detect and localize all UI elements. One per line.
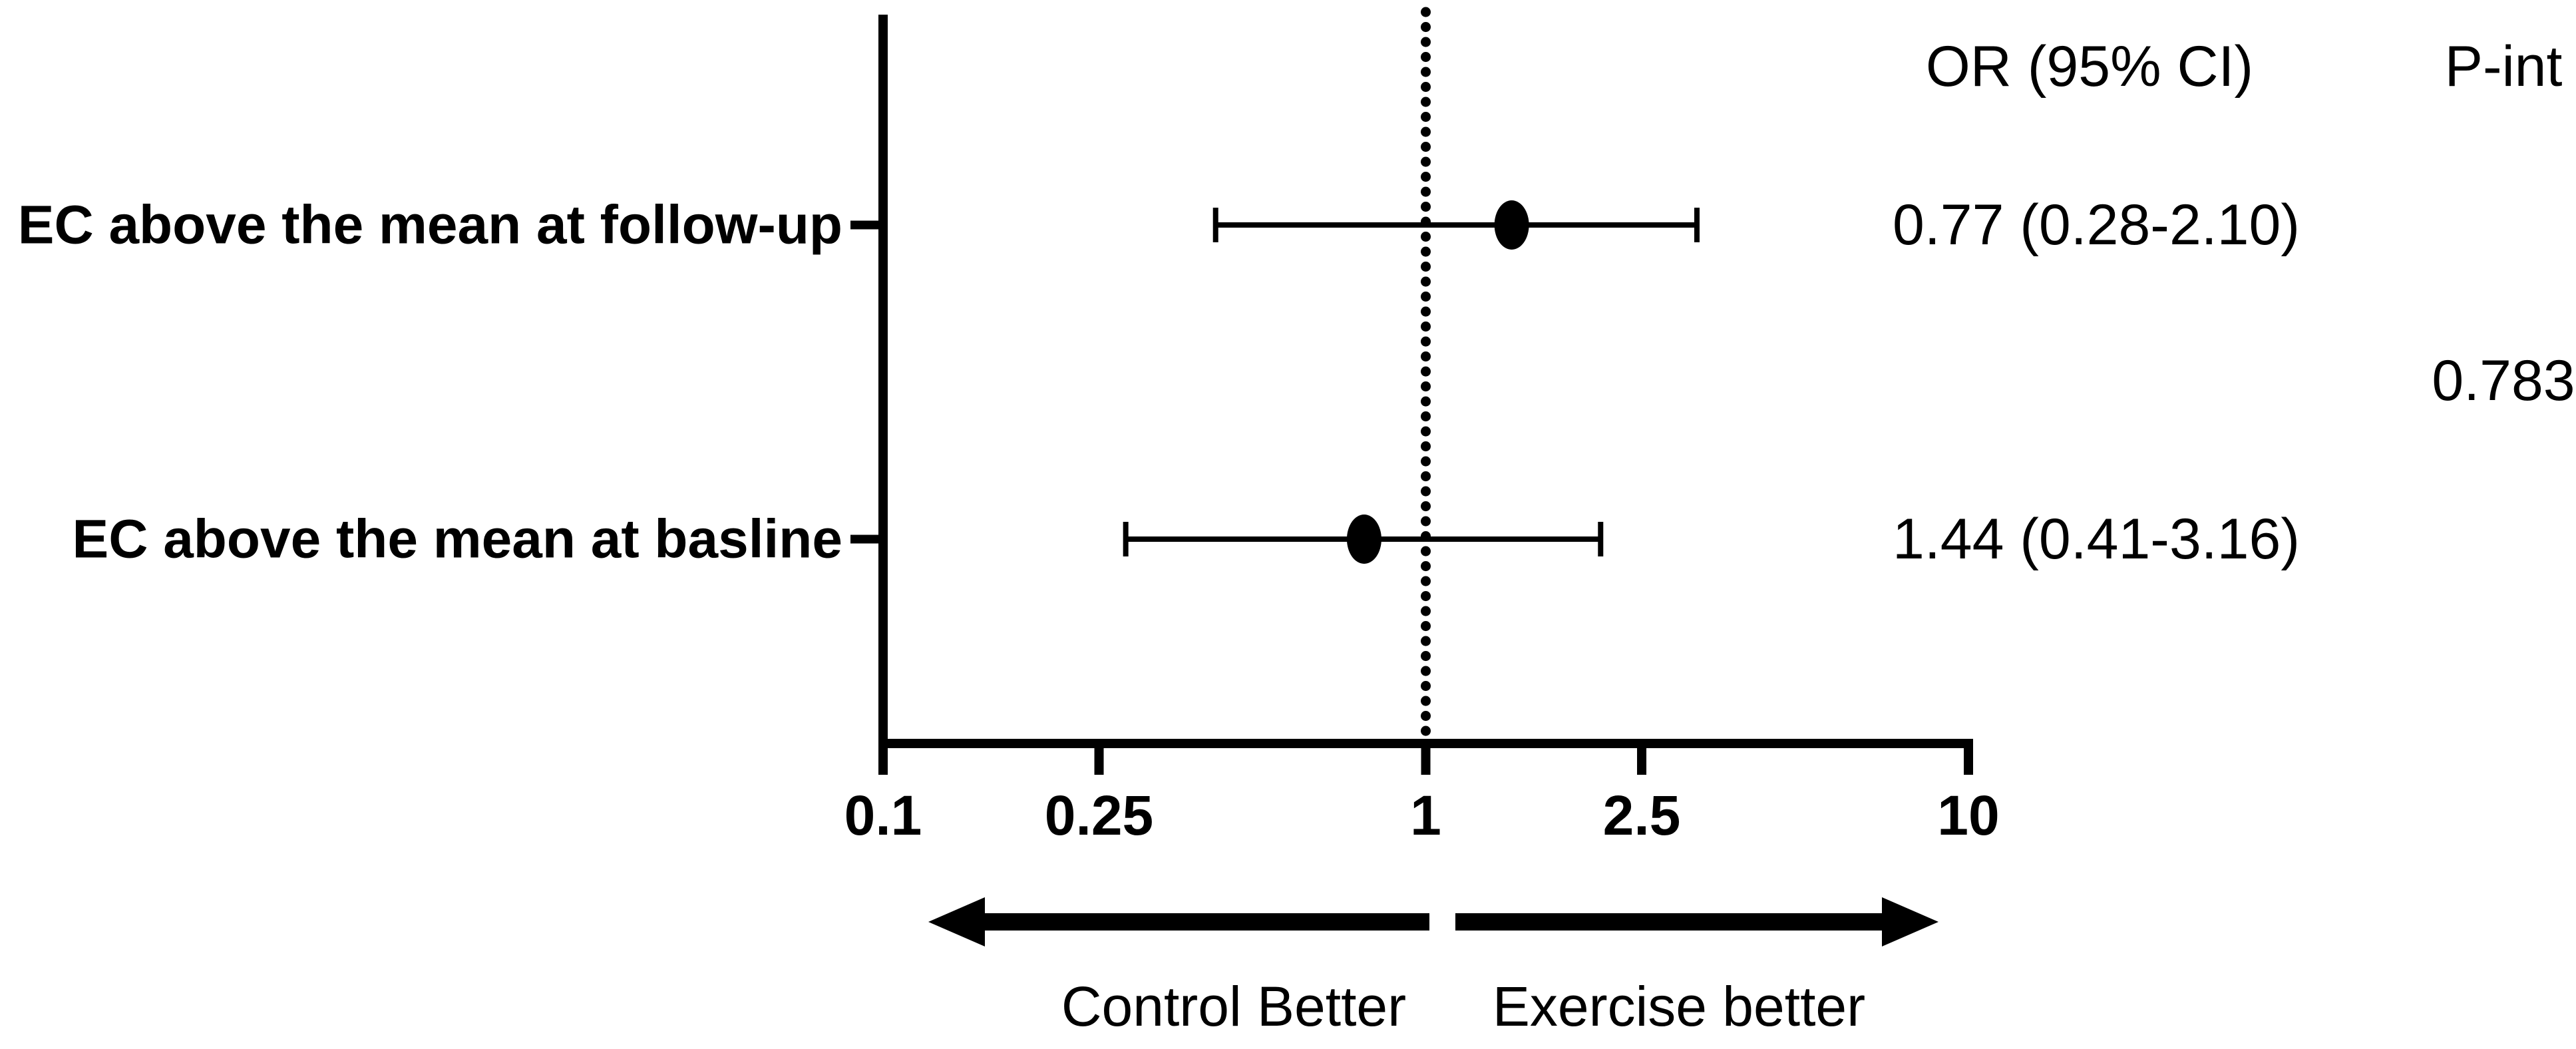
row-label-baseline: EC above the mean at basline bbox=[73, 509, 843, 570]
direction-label-control: Control Better bbox=[1061, 975, 1406, 1038]
or-value-row-1: 1.44 (0.41-3.16) bbox=[1893, 507, 2300, 571]
or-value-row-0: 0.77 (0.28-2.10) bbox=[1893, 193, 2300, 257]
or-point bbox=[1346, 515, 1381, 564]
x-tick-label-0.1: 0.1 bbox=[844, 784, 922, 847]
right-arrow-head bbox=[1882, 897, 1938, 946]
row-label-followup: EC above the mean at follow-up bbox=[18, 195, 842, 256]
x-tick-label-1: 1 bbox=[1410, 784, 1441, 847]
left-arrow-head bbox=[928, 897, 985, 946]
or-point bbox=[1494, 200, 1529, 250]
or-column-header: OR (95% CI) bbox=[1926, 35, 2253, 99]
x-tick-label-2.5: 2.5 bbox=[1603, 784, 1681, 847]
plot-shapes bbox=[850, 7, 1973, 946]
x-tick-label-10: 10 bbox=[1937, 784, 1999, 847]
pint-value: 0.783 bbox=[2432, 349, 2575, 413]
pint-column-header: P-int bbox=[2445, 35, 2563, 99]
x-tick-label-0.25: 0.25 bbox=[1045, 784, 1154, 847]
direction-label-exercise: Exercise better bbox=[1493, 975, 1865, 1038]
